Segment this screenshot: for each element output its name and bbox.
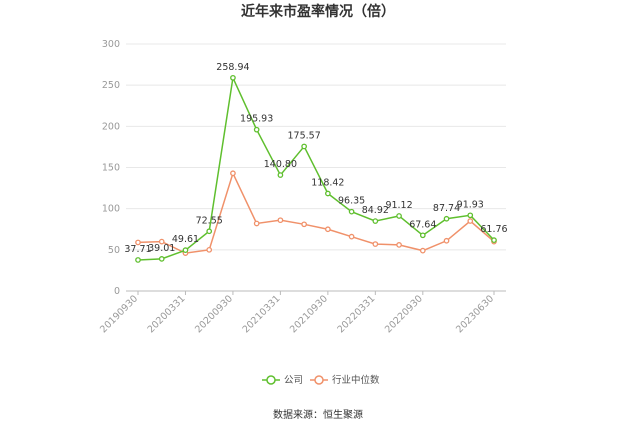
series-0-point [277,172,284,178]
data-label: 118.42 [311,178,344,189]
legend-item-company[interactable]: 公司 [262,375,303,386]
series-0-point [491,237,497,244]
x-tick-label: 20210930 [288,293,330,335]
series-0-point [372,218,379,224]
x-tick-label: 20230630 [454,293,496,335]
data-label: 258.94 [216,62,249,73]
series-0-point [135,257,141,263]
data-label: 84.92 [362,205,389,216]
x-tick-label: 20220930 [383,293,425,335]
data-label: 49.61 [172,234,199,245]
series-1-point [230,170,236,177]
data-label: 39.01 [148,243,175,254]
series-0-point [325,190,331,197]
data-label: 67.64 [409,219,436,230]
series-1-point [467,218,474,224]
data-label: 37.71 [124,244,151,255]
series-1-point [301,221,307,228]
series-1-point [158,238,165,245]
grid-lines [126,43,506,292]
x-tick-label: 20200930 [193,293,235,335]
data-label: 140.80 [264,159,297,170]
series-1-point [325,226,331,233]
data-label: 61.76 [480,224,507,235]
series-0-point [253,126,260,133]
chart-title: 近年来市盈率情况（倍） [241,3,395,20]
x-tick-label: 20200331 [146,293,188,335]
series-1-point [135,239,141,246]
y-tick-label: 100 [102,204,120,215]
y-tick-label: 300 [102,39,120,50]
series-0-point [443,215,450,222]
data-label: 72.55 [196,215,223,226]
series-0-point [348,208,355,215]
y-tick-label: 150 [102,163,120,174]
y-tick-label: 50 [108,245,120,256]
data-label: 91.12 [385,200,412,211]
data-source: 数据来源：恒生聚源 [273,408,363,421]
series-0-point [467,212,474,219]
x-tick-label: 20220331 [335,293,377,335]
x-tick-label: 20190930 [98,293,140,335]
series-0-point [206,228,213,235]
y-tick-label: 0 [114,286,120,297]
series-0-point [182,247,189,254]
series-0-point [301,143,307,150]
data-label: 195.93 [240,114,273,125]
series-0-point [396,213,402,219]
legend-company-label: 公司 [284,375,303,386]
series-1-point [419,247,426,254]
series-line-1 [137,171,495,254]
y-tick-label: 250 [102,80,120,91]
series-1-point [443,237,450,244]
series-line-0 [137,75,495,261]
series-0-point [230,74,236,81]
legend: 公司 行业中位数 [262,374,380,386]
legend-item-industry-median[interactable]: 行业中位数 [310,374,380,386]
series-lines [135,74,497,263]
data-label: 96.35 [338,196,365,207]
x-axis-ticks: 20190930 20200331 20200930 20210331 20210930… [98,291,496,335]
legend-industry-marker [314,375,324,385]
series-1-point [277,217,284,224]
y-axis-ticks: 0 50 100 150 200 250 300 [102,39,120,297]
series-1-point [253,220,260,227]
data-label: 175.57 [288,130,321,141]
series-1-point [206,246,213,253]
data-label: 87.74 [433,203,460,214]
series-1-point [348,233,355,240]
series-0-point [419,232,426,239]
series-0-point [158,256,165,262]
legend-company-marker [266,375,276,385]
legend-industry-label: 行业中位数 [332,374,380,386]
series-1-point [372,241,379,247]
x-tick-label: 20210331 [241,293,283,335]
y-tick-label: 200 [102,121,120,132]
series-1-point [396,242,402,248]
data-label: 91.93 [457,199,484,210]
